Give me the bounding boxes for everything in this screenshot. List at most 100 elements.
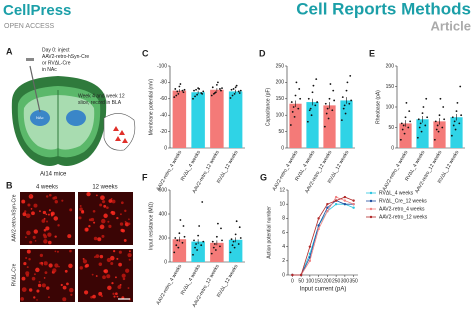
cell (117, 285, 122, 289)
data-point (443, 118, 446, 121)
data-point (403, 132, 406, 135)
panel-label: B (6, 180, 13, 190)
cell (79, 205, 82, 208)
cell (22, 212, 27, 217)
data-point (454, 128, 457, 131)
data-point (197, 234, 200, 237)
bar (191, 92, 205, 148)
cell (122, 277, 126, 281)
x-tick-label: 100 (306, 278, 315, 284)
data-point (309, 107, 312, 110)
y-tick-label: 0 (282, 272, 285, 278)
cell (127, 252, 132, 258)
data-point (196, 249, 198, 251)
cell (41, 219, 46, 223)
data-point (232, 88, 235, 90)
cell (118, 262, 122, 267)
data-point (194, 246, 196, 249)
data-point (238, 226, 241, 229)
data-point (183, 88, 186, 91)
data-point (348, 102, 351, 105)
brain-schematic (11, 58, 107, 166)
data-point (230, 88, 233, 91)
cell (69, 208, 73, 212)
data-point (177, 246, 180, 249)
data-point (421, 112, 424, 115)
cell (69, 249, 72, 253)
cell (116, 257, 119, 260)
data-point (455, 110, 458, 112)
data-point (343, 199, 347, 202)
cell (128, 250, 131, 253)
cell (83, 290, 89, 295)
legend-label: AAV2-retro_12 weeks (379, 214, 428, 220)
data-point (201, 92, 204, 95)
data-point (229, 251, 232, 254)
data-point (450, 134, 453, 137)
cell (61, 199, 64, 202)
cell (125, 268, 130, 273)
cell (103, 213, 108, 218)
y-tick-label: -40 (160, 113, 167, 119)
cell (45, 195, 49, 198)
panel-label: D (259, 48, 266, 58)
data-point (342, 107, 345, 110)
cell (47, 213, 50, 216)
bar (323, 105, 336, 148)
bar (191, 241, 205, 262)
cell (26, 266, 29, 269)
cell (25, 236, 27, 239)
data-point (211, 240, 214, 243)
y-tick-label: 10 (279, 201, 285, 207)
micrographs (20, 191, 133, 302)
series-line (292, 196, 354, 276)
data-point (458, 122, 461, 125)
data-point (346, 81, 349, 84)
cell (95, 275, 98, 277)
data-point (308, 109, 311, 112)
data-point (341, 96, 344, 99)
cell (67, 234, 72, 239)
x-tick-label: AAV2-retro_4 weeks (271, 149, 299, 192)
data-point (220, 89, 222, 92)
cell (29, 194, 32, 197)
cell (118, 250, 122, 254)
data-point (352, 199, 355, 202)
cell (20, 297, 24, 301)
cell (116, 216, 119, 220)
cell (68, 287, 74, 293)
data-point (198, 225, 201, 227)
cell (41, 283, 46, 288)
cell (113, 250, 116, 253)
data-point (178, 85, 181, 88)
y-axis-label: Rheobase (pA) (375, 90, 381, 124)
legend-label: AAV2-retro_4 weeks (379, 206, 425, 212)
data-point (317, 217, 320, 220)
article-type: Article (431, 18, 471, 33)
cell (102, 275, 106, 280)
data-point (233, 246, 236, 249)
data-point (193, 239, 195, 242)
annotation: Day 0: inject (42, 47, 70, 53)
y-tick-label: 0 (164, 145, 167, 151)
micrograph (20, 192, 75, 245)
cell (100, 195, 105, 201)
cell (47, 240, 52, 245)
cell (127, 287, 130, 290)
legend-marker (369, 207, 373, 211)
cell (110, 255, 115, 261)
panel-label: C (142, 48, 149, 58)
x-axis-label: Input current (pA) (300, 287, 347, 293)
legend-marker (369, 191, 373, 195)
data-point (299, 273, 303, 277)
data-point (326, 107, 329, 110)
y-tick-label: 200 (386, 63, 395, 69)
cell (43, 277, 46, 279)
cell (46, 220, 48, 223)
data-point (310, 114, 313, 117)
cell (106, 257, 112, 263)
x-tick-label: 200 (323, 278, 332, 284)
data-point (183, 235, 186, 238)
cell (32, 235, 36, 239)
cell (46, 286, 50, 290)
